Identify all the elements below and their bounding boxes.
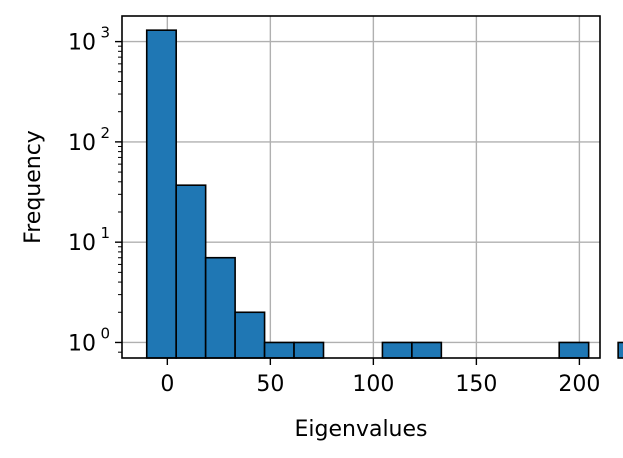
y-tick-exponent: 1 bbox=[100, 224, 110, 242]
histogram-bar bbox=[381, 341, 413, 359]
x-tick-label: 100 bbox=[352, 372, 394, 397]
histogram-bar bbox=[411, 341, 443, 359]
x-tick-label: 150 bbox=[455, 372, 497, 397]
x-tick-label: 50 bbox=[256, 372, 284, 397]
y-tick-exponent: 0 bbox=[100, 324, 110, 342]
x-axis-ticks: 0 50 100 150 200 bbox=[160, 358, 600, 397]
y-tick-label: 10 bbox=[68, 331, 96, 356]
histogram-bar bbox=[145, 29, 177, 359]
histogram-bar bbox=[617, 341, 623, 359]
histogram-bar bbox=[175, 184, 207, 359]
histogram-bar bbox=[293, 341, 325, 359]
y-tick-label: 10 bbox=[68, 31, 96, 56]
y-tick-label: 10 bbox=[68, 131, 96, 156]
histogram-bar bbox=[204, 256, 236, 359]
x-tick-label: 200 bbox=[558, 372, 600, 397]
plot-frame bbox=[121, 15, 601, 359]
histogram-bars bbox=[145, 29, 623, 359]
y-axis-label: Frequency bbox=[21, 130, 46, 244]
y-tick-exponent: 2 bbox=[100, 124, 110, 142]
x-axis-label: Eigenvalues bbox=[294, 417, 427, 442]
histogram-bar bbox=[234, 311, 266, 359]
x-tick-label: 0 bbox=[160, 372, 174, 397]
y-tick-label: 10 bbox=[68, 231, 96, 256]
y-tick-exponent: 3 bbox=[100, 24, 110, 42]
histogram-bar bbox=[558, 341, 590, 359]
histogram-bar bbox=[263, 341, 295, 359]
